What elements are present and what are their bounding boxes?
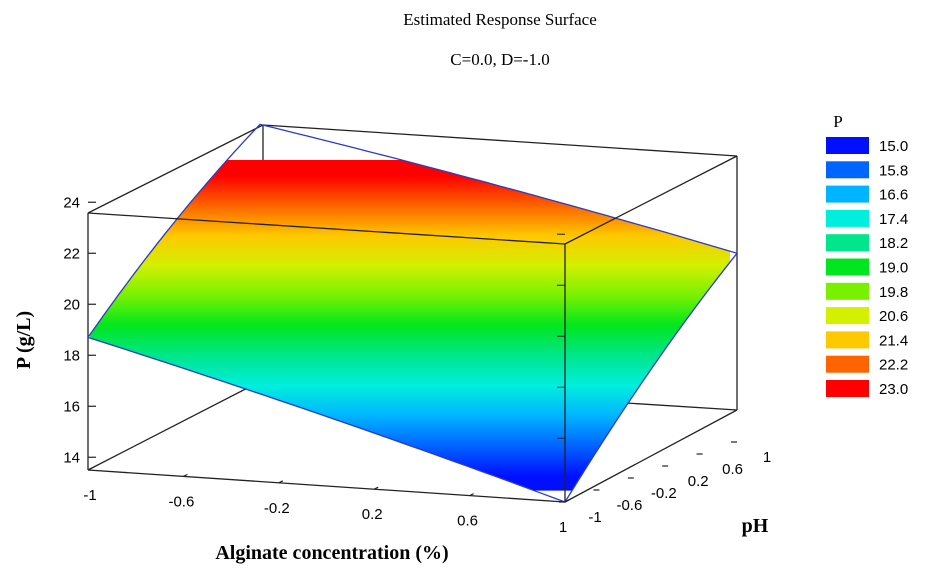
- legend: P 15.0 15.8 16.6 17.4 18.2 19.0 19.8 20.6 21.4 22…: [826, 112, 908, 398]
- legend-title: P: [833, 112, 842, 131]
- legend-swatch: [826, 282, 869, 300]
- z-tick-label: 0.6: [722, 461, 743, 478]
- legend-swatch: [826, 185, 869, 203]
- legend-label: 18.2: [879, 235, 908, 252]
- x-tick-label: -0.6: [168, 493, 194, 510]
- legend-label: 20.6: [879, 308, 908, 325]
- legend-swatch: [826, 380, 869, 397]
- chart-title: Estimated Response Surface: [403, 10, 597, 29]
- legend-label: 23.0: [879, 381, 908, 398]
- y-tick-label: 18: [63, 347, 80, 364]
- z-tick-label: -1: [588, 509, 601, 526]
- x-tick-label: -0.2: [264, 500, 290, 517]
- legend-label: 21.4: [879, 332, 908, 349]
- x-tick-mark: [564, 499, 570, 503]
- legend-swatch: [826, 161, 869, 179]
- y-tick-label: 22: [63, 245, 80, 262]
- x-tick-mark: [183, 473, 188, 477]
- response-surface: [90, 160, 730, 491]
- z-tick-label: -0.2: [651, 485, 677, 502]
- x-tick-mark: [373, 486, 379, 490]
- legend-label: 19.8: [879, 284, 908, 301]
- legend-swatch: [826, 258, 869, 276]
- axis-ticks: 14 16 18 20 22 24 -1 -0.6 -0.2 0.2 0.6 1 -1 -0.6 -0.2 0…: [63, 194, 771, 536]
- legend-label: 17.4: [879, 211, 908, 228]
- z-tick-label: 0.2: [688, 473, 709, 490]
- x-tick-mark: [469, 493, 474, 497]
- y-tick-label: 16: [63, 398, 80, 415]
- y-axis-label: P (g/L): [13, 311, 35, 369]
- plot-box-front: [87, 155, 738, 503]
- legend-label: 19.0: [879, 260, 908, 277]
- surface-outline: [86, 123, 739, 503]
- x-tick-label: -1: [83, 487, 96, 504]
- x-tick-mark: [87, 467, 93, 471]
- x-tick-label: 1: [559, 519, 567, 536]
- z-tick-label: -0.6: [616, 497, 642, 514]
- legend-label: 15.0: [879, 138, 908, 155]
- legend-swatch: [826, 355, 869, 373]
- legend-swatch: [826, 331, 869, 349]
- z-axis-label: pH: [742, 515, 769, 537]
- x-axis-label: Alginate concentration (%): [215, 542, 448, 564]
- y-tick-label: 14: [63, 449, 80, 466]
- x-tick-label: 0.6: [457, 513, 478, 530]
- y-tick-label: 20: [63, 296, 80, 313]
- chart-subtitle: C=0.0, D=-1.0: [450, 50, 549, 69]
- x-tick-mark: [278, 480, 284, 484]
- legend-swatch: [826, 209, 869, 227]
- y-tick-label: 24: [63, 194, 80, 211]
- legend-label: 16.6: [879, 187, 908, 204]
- x-tick-label: 0.2: [362, 506, 383, 523]
- legend-label: 22.2: [879, 357, 908, 374]
- legend-swatch: [826, 137, 869, 154]
- legend-swatch: [826, 234, 869, 252]
- legend-label: 15.8: [879, 162, 908, 179]
- z-tick-label: 1: [763, 449, 771, 466]
- legend-swatch: [826, 307, 869, 325]
